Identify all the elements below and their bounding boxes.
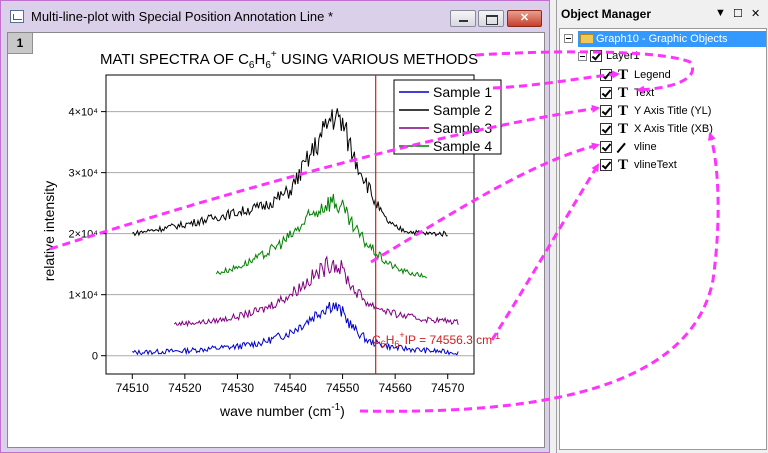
pin-dropdown-icon[interactable]: ▼ [715,7,726,19]
visibility-checkbox[interactable] [600,105,612,117]
layer-checkbox[interactable] [590,50,602,62]
tree-item-label[interactable]: vlineText [634,159,677,171]
line-icon [616,142,626,153]
visibility-checkbox[interactable] [600,123,612,135]
vline-text[interactable]: C6H6+IP = 74556.3 cm-1 [372,330,500,349]
x-tick-label: 74550 [326,381,360,395]
layer-node-expander[interactable] [578,52,587,61]
x-tick-label: 74510 [116,381,150,395]
text-icon: T [618,67,629,83]
tree-item-layer1[interactable]: Layer1 [606,50,640,62]
legend[interactable]: Sample 1 Sample 2 Sample 3 Sample 4 [393,79,502,155]
legend-entry: Sample 4 [433,138,492,154]
title-bar[interactable]: Multi-line-plot with Special Position An… [1,1,549,32]
tree-item-label[interactable]: Legend [634,69,671,81]
folder-icon [580,34,594,44]
graph-window-icon[interactable] [10,10,24,23]
y-tick-label: 1×10⁴ [68,290,98,302]
visibility-checkbox[interactable] [600,69,612,81]
y-tick-labels: 0 1×10⁴ 2×10⁴ 3×10⁴ 4×10⁴ [68,107,98,363]
object-tree[interactable]: Graph10 - Graphic Objects Layer1 T Legend… [559,28,767,450]
y-tick-label: 2×10⁴ [68,229,98,241]
graph-node-highlight [578,31,766,47]
x-tick-label: 74520 [168,381,202,395]
graph-title[interactable]: MATI SPECTRA OF C6H6+ USING VARIOUS METH… [100,49,478,71]
x-tick-label: 74570 [431,381,465,395]
x-tick-label: 74540 [273,381,307,395]
tree-item-label[interactable]: vline [634,141,657,153]
y-tick-label: 3×10⁴ [68,168,98,180]
graph-node-expander[interactable] [564,34,573,43]
tree-item-label[interactable]: Text [634,87,655,99]
series-line-3 [173,255,459,328]
legend-entry: Sample 2 [433,102,492,118]
legend-entry: Sample 3 [433,120,492,136]
graph-page[interactable]: 1 MATI SPECTRA OF C6H6+ USING VARIOUS ME… [7,32,545,448]
plot-area[interactable]: MATI SPECTRA OF C6H6+ USING VARIOUS METH… [8,33,544,447]
y-tick-label: 4×10⁴ [68,107,98,119]
layer-tab[interactable]: 1 [8,33,33,54]
object-manager-header: Object Manager ▼ ☐ ✕ [557,0,768,28]
y-tick-label: 0 [92,351,98,363]
visibility-checkbox[interactable] [600,159,612,171]
minimize-button[interactable] [450,10,476,27]
close-panel-icon[interactable]: ✕ [751,8,761,20]
x-tick-labels: 74510 74520 74530 74540 74550 74560 74570 [116,381,465,395]
x-tick-label: 74560 [378,381,412,395]
object-manager-panel[interactable]: Object Manager ▼ ☐ ✕ Graph10 - Graphic O… [556,0,768,453]
close-button[interactable] [507,10,542,27]
visibility-checkbox[interactable] [600,87,612,99]
maximize-button[interactable] [478,10,504,27]
x-axis-title[interactable]: wave number (cm-1) [219,402,345,419]
legend-entry: Sample 1 [433,84,492,100]
float-panel-icon[interactable]: ☐ [733,8,743,20]
text-icon: T [618,103,629,119]
object-manager-title: Object Manager [561,7,652,21]
tree-item-label[interactable]: X Axis Title (XB) [634,123,713,135]
tree-item-graph10[interactable]: Graph10 - Graphic Objects [596,33,728,45]
text-icon: T [618,157,629,173]
text-icon: T [618,85,629,101]
graph-window[interactable]: Multi-line-plot with Special Position An… [0,0,550,453]
text-icon: T [618,121,629,137]
window-title: Multi-line-plot with Special Position An… [31,9,334,24]
visibility-checkbox[interactable] [600,141,612,153]
y-axis-title[interactable]: relative intensity [41,181,57,281]
tree-item-label[interactable]: Y Axis Title (YL) [634,105,712,117]
x-tick-label: 74530 [221,381,255,395]
